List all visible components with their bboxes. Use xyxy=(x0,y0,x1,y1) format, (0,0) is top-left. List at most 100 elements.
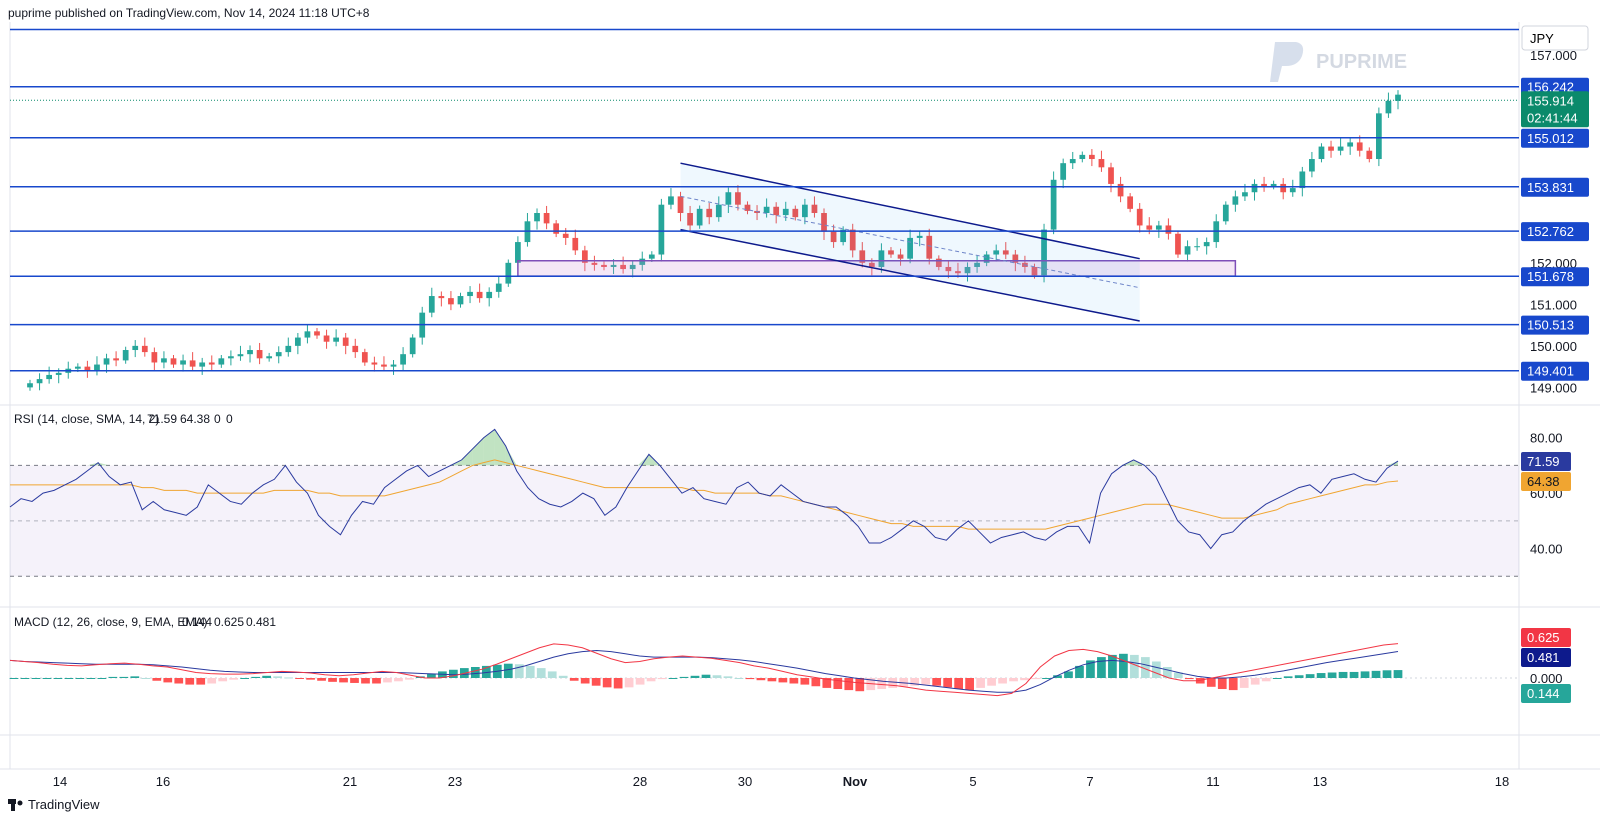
candle-body xyxy=(505,262,512,284)
macd-histogram-bar xyxy=(954,678,963,689)
macd-histogram-bar xyxy=(723,676,733,678)
candle-body xyxy=(926,235,933,259)
candle-body xyxy=(1146,225,1153,230)
candle-body xyxy=(1328,146,1334,151)
macd-histogram-bar xyxy=(174,678,184,684)
candle-body xyxy=(773,206,780,216)
macd-hist-value: 0.144 xyxy=(182,615,212,629)
macd-histogram-bar xyxy=(119,676,129,678)
macd-histogram-bar xyxy=(613,678,623,689)
macd-pane: MACD (12, 26, close, 9, EMA, EMA)0.144 0.… xyxy=(9,615,1571,703)
candle-body xyxy=(955,271,961,274)
rsi-tag xyxy=(1521,452,1571,472)
macd-histogram-bar xyxy=(394,678,403,682)
rsi-extra-value: 0 xyxy=(214,412,221,426)
last-price-tag xyxy=(1521,91,1589,128)
macd-histogram-bar xyxy=(602,678,612,688)
macd-histogram-bar xyxy=(767,678,777,682)
macd-histogram-bar xyxy=(64,678,74,679)
rsi-ma-tag-label: 64.38 xyxy=(1527,474,1560,489)
level-label: 149.401 xyxy=(1527,364,1574,379)
watermark-text: PUPRIME xyxy=(1316,51,1407,73)
time-axis-tick: 14 xyxy=(53,774,67,789)
macd-histogram-bar xyxy=(108,676,118,678)
rsi-overbought-fill xyxy=(483,429,495,466)
macd-histogram-bar xyxy=(855,678,865,692)
candle-body xyxy=(352,345,359,353)
candle-body xyxy=(314,331,320,336)
macd-histogram-bar xyxy=(9,678,19,679)
macd-histogram-bar xyxy=(1294,675,1304,678)
macd-histogram-bar xyxy=(1206,678,1216,687)
candle-body xyxy=(1385,100,1392,114)
candle-body xyxy=(476,291,483,299)
candle-body xyxy=(974,262,980,267)
level-tag xyxy=(1521,222,1589,242)
candle-body xyxy=(208,362,215,365)
candle-body xyxy=(409,337,416,355)
tradingview-logo: TradingView xyxy=(8,797,100,812)
candle-body xyxy=(802,204,808,218)
level-label: 153.831 xyxy=(1527,180,1574,195)
candle-body xyxy=(715,204,722,218)
macd-histogram-bar xyxy=(690,675,700,678)
candle-body xyxy=(304,331,311,338)
macd-histogram-bar xyxy=(514,664,524,678)
macd-histogram-bar xyxy=(811,678,821,687)
rsi-overbought-fill xyxy=(1386,461,1398,466)
candle-body xyxy=(1194,246,1200,248)
macd-histogram-bar xyxy=(987,678,996,686)
candle-body xyxy=(495,283,502,292)
macd-histogram-bar xyxy=(218,678,228,682)
candle-body xyxy=(218,358,225,365)
candle-body xyxy=(1136,208,1143,226)
macd-histogram-bar xyxy=(163,678,173,683)
level-label: 152.762 xyxy=(1527,224,1574,239)
macd-histogram-bar xyxy=(679,676,689,678)
candle-body xyxy=(897,254,904,259)
macd-histogram-bar xyxy=(844,678,854,691)
candle-body xyxy=(1337,146,1344,151)
candle-body xyxy=(55,372,62,375)
macd-histogram-bar xyxy=(1020,678,1029,681)
macd-histogram-bar xyxy=(1349,671,1359,678)
candle-body xyxy=(964,266,971,274)
candle-body xyxy=(1347,142,1354,147)
macd-histogram-bar xyxy=(701,674,711,678)
candle-body xyxy=(1318,146,1325,160)
candle-body xyxy=(1261,183,1267,187)
macd-histogram-bar xyxy=(965,678,974,691)
macd-histogram-bar xyxy=(1283,676,1293,678)
candle-body xyxy=(180,360,186,365)
candle-body xyxy=(849,229,856,251)
candle-body xyxy=(735,192,741,205)
candle-body xyxy=(668,196,674,205)
candle-body xyxy=(1041,229,1047,276)
price-axis-tick: 149.000 xyxy=(1530,380,1577,395)
macd-histogram-bar xyxy=(1141,657,1150,678)
macd-histogram-bar xyxy=(20,678,30,679)
macd-histogram-bar xyxy=(383,678,392,683)
rsi-overbought-fill xyxy=(472,437,484,466)
macd-histogram-bar xyxy=(470,667,480,678)
candle-body xyxy=(428,296,435,313)
time-axis-tick: 30 xyxy=(738,774,752,789)
macd-histogram-bar xyxy=(240,678,250,679)
signal-tag-label: 0.481 xyxy=(1527,650,1560,665)
rsi-overbought-fill xyxy=(505,446,517,466)
currency-selector[interactable]: JPY xyxy=(1521,25,1589,51)
candle-body xyxy=(725,192,732,205)
candle-body xyxy=(1165,225,1172,234)
candle-body xyxy=(237,354,244,357)
macd-histogram-bar xyxy=(734,678,744,679)
macd-histogram-bar xyxy=(558,675,568,678)
channel-midline xyxy=(680,195,1140,289)
rsi-title: RSI (14, close, SMA, 14, 2) xyxy=(14,412,159,426)
rsi-overbought-fill xyxy=(494,429,506,466)
time-axis-tick: Nov xyxy=(843,774,868,789)
candle-body xyxy=(1069,159,1076,164)
macd-histogram-bar xyxy=(251,676,261,678)
macd-histogram-bar xyxy=(1184,678,1194,680)
candle-body xyxy=(438,296,445,299)
